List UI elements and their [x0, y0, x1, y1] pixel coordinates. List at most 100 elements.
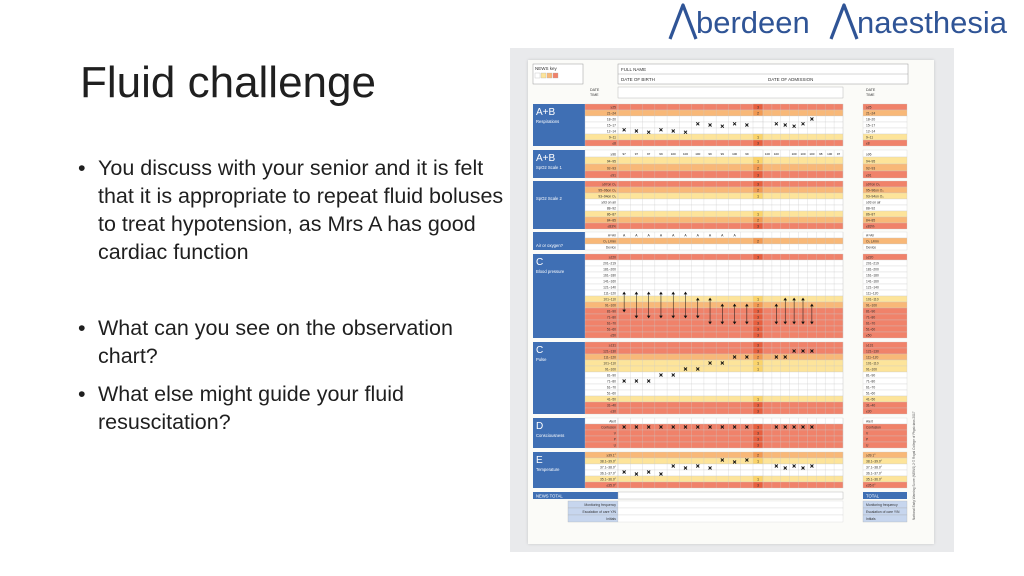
observation-mark	[801, 121, 805, 126]
row-label-right: 31–40	[866, 404, 875, 408]
score-value: 2	[757, 304, 759, 308]
row-label-right: 181–200	[866, 268, 879, 272]
right-label-cell	[862, 170, 908, 179]
grid-row	[617, 295, 844, 303]
grid-row	[617, 441, 844, 449]
observation-mark	[792, 124, 796, 129]
row-label: ≤83%	[608, 225, 616, 229]
grid-row	[617, 325, 844, 333]
score-value: 1	[757, 160, 759, 164]
row-label: 93–94on O₂	[598, 195, 616, 199]
score-value: 3	[757, 438, 759, 442]
score-strip-cell	[752, 417, 764, 425]
news-total-right-block	[863, 492, 907, 499]
row-label-right: 18–20	[866, 118, 875, 122]
observation-mark	[683, 367, 688, 371]
section-name: SpO2 Scale 1	[536, 165, 563, 170]
right-label-cell	[862, 139, 908, 147]
observation-mark	[792, 425, 796, 429]
score-strip-cell	[752, 271, 764, 279]
spo2-value: 97	[622, 152, 626, 156]
row-label-right: V	[866, 432, 869, 436]
observation-mark	[708, 425, 712, 429]
grid-row	[617, 389, 844, 397]
grid-row	[617, 103, 844, 111]
row-label-right: 61–70	[866, 386, 875, 390]
grid-row	[617, 139, 844, 147]
air-mark: A	[672, 233, 675, 237]
observation-mark	[745, 425, 749, 429]
score-value: 1	[757, 136, 759, 140]
score-value: 1	[757, 195, 759, 199]
row-label: 86–87	[607, 213, 616, 217]
grid-row	[617, 253, 844, 261]
section-letter: A+B	[536, 107, 556, 118]
observation-mark	[659, 373, 663, 377]
section-letter: C	[536, 257, 543, 268]
grid-row	[617, 243, 844, 251]
footer-row	[617, 500, 844, 509]
footer-label: Monitoring frequency	[584, 503, 616, 507]
observation-mark	[671, 425, 676, 429]
score-strip-cell	[752, 121, 764, 129]
air-mark: A	[684, 233, 687, 237]
grid-row	[617, 359, 844, 367]
admission-label: DATE OF ADMISSION	[768, 77, 813, 82]
section-label-block	[533, 181, 585, 229]
bullet-item: What else might guide your fluid resusci…	[78, 380, 508, 436]
grid-row	[617, 451, 844, 459]
row-label: 18–20	[607, 118, 616, 122]
grid-row	[617, 265, 844, 273]
score-strip-cell	[752, 277, 764, 285]
row-label: 36.1–37.0°	[600, 472, 617, 476]
row-label-right: 37.1–38.0°	[866, 466, 883, 470]
section-label-block	[533, 418, 585, 448]
grid-row	[617, 198, 844, 206]
row-label: ≥93 on air	[601, 201, 617, 205]
grid-row	[617, 109, 844, 117]
observation-mark	[671, 373, 676, 377]
observation-mark	[622, 379, 626, 383]
grid-row	[617, 127, 844, 135]
spo2-value: 100	[827, 152, 832, 156]
row-label: 88–92	[607, 207, 616, 211]
systolic-arrow	[695, 297, 700, 301]
observation-mark	[810, 349, 814, 353]
row-label: ≤8	[612, 142, 616, 146]
row-label: 141–160	[603, 280, 616, 284]
spo2-value: 99	[721, 152, 725, 156]
grid-row	[617, 210, 844, 218]
grid-row	[617, 133, 844, 141]
news-key-swatch	[546, 72, 553, 79]
row-label: 35.1–36.0°	[600, 478, 617, 482]
spo2-value: 100	[732, 152, 737, 156]
score-strip-cell	[752, 265, 764, 273]
row-label: 71–80	[607, 316, 616, 320]
grid-row	[617, 423, 844, 431]
observation-mark	[774, 464, 779, 468]
row-label: 91–100	[605, 304, 616, 308]
section-name: Blood pressure	[536, 269, 565, 274]
score-strip-cell	[752, 469, 764, 477]
row-label-right: ≤50	[866, 334, 872, 338]
grid-row	[617, 319, 844, 327]
systolic-arrow	[646, 291, 651, 295]
row-label-right: ≤30	[866, 410, 872, 414]
observation-mark	[683, 466, 688, 470]
section-label-block	[533, 150, 585, 178]
observation-chart-photo: NEWS key FULL NAME DATE OF BIRTH DATE OF AD…	[510, 48, 954, 552]
row-label-right: 111–120	[866, 292, 879, 296]
row-label-right: ≥39.1°	[866, 454, 876, 458]
score-value: 2	[757, 240, 759, 244]
time-label: TIME	[590, 93, 599, 97]
observation-chart-paper: NEWS key FULL NAME DATE OF BIRTH DATE OF AD…	[528, 60, 934, 544]
observation-mark	[801, 349, 805, 353]
bullet-item: What can you see on the observation char…	[78, 314, 508, 370]
observation-mark	[774, 121, 779, 126]
spo2-value: 100	[765, 152, 770, 156]
observation-mark	[783, 425, 788, 429]
observation-mark	[774, 425, 779, 429]
row-label: 92–93	[607, 167, 616, 171]
row-label-right: 61–70	[866, 322, 875, 326]
row-label: A=Air	[608, 234, 617, 238]
